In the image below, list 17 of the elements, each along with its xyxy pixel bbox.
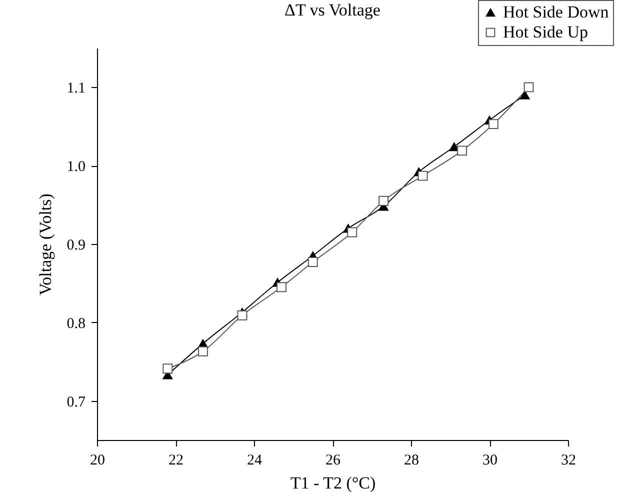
x-tick-label: 22 xyxy=(168,452,184,468)
y-tick-label: 0.8 xyxy=(66,316,86,332)
y-tick-label: 1.1 xyxy=(66,80,86,97)
legend-label: Hot Side Down xyxy=(503,2,610,22)
y-axis-title: Voltage (Volts) xyxy=(36,194,55,296)
y-tick-label: 1.0 xyxy=(66,159,86,176)
x-tick-label: 24 xyxy=(247,452,262,468)
x-tick-label: 20 xyxy=(90,452,105,468)
x-tick-label: 30 xyxy=(482,452,498,468)
x-tick-label: 26 xyxy=(326,452,341,468)
y-tick-label: 0.9 xyxy=(66,238,86,254)
x-tick-label: 28 xyxy=(404,452,419,468)
chart-title: ΔT vs Voltage xyxy=(284,0,380,20)
x-axis-title: T1 - T2 (°C) xyxy=(290,474,376,492)
x-tick-label: 32 xyxy=(561,452,576,468)
legend-label: Hot Side Up xyxy=(503,22,588,42)
y-tick-label: 0.7 xyxy=(66,394,86,410)
